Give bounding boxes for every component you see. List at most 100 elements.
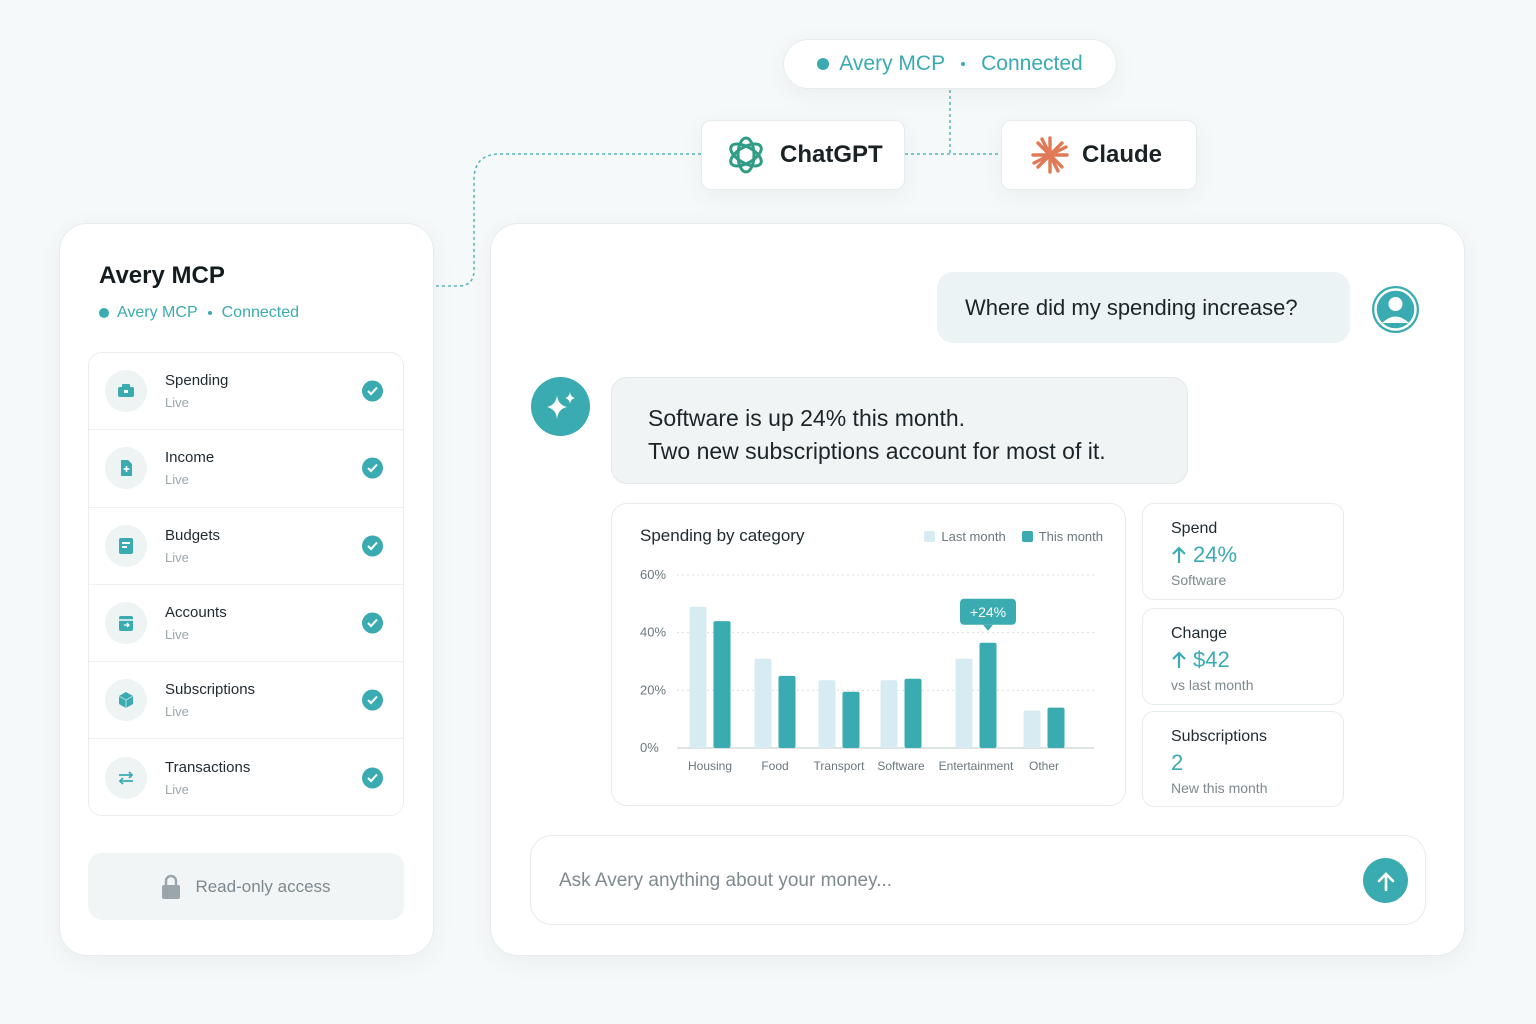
lock-icon xyxy=(162,874,181,899)
y-tick-label: 40% xyxy=(640,625,666,640)
sparkle-assistant-icon xyxy=(531,377,590,436)
check-icon xyxy=(362,457,383,479)
bar-this-month xyxy=(842,691,860,748)
stat-value: 24% xyxy=(1193,542,1238,567)
legend-swatch xyxy=(924,531,936,542)
source-label: Income xyxy=(165,449,215,467)
source-label: Subscriptions xyxy=(165,681,256,699)
send-button[interactable] xyxy=(1363,858,1408,903)
annotation-badge xyxy=(960,598,1016,625)
legend-swatch xyxy=(1021,531,1033,542)
bar-this-month xyxy=(778,675,796,748)
source-item-spending[interactable]: Spending Live xyxy=(89,353,403,431)
source-status: Live xyxy=(165,782,189,798)
user-avatar-icon xyxy=(1372,286,1419,333)
connection-status-pill: Avery MCP Connected xyxy=(783,39,1117,89)
source-label: Budgets xyxy=(165,526,221,544)
bar-this-month xyxy=(1047,707,1065,748)
stat-value-row: 2 xyxy=(1171,750,1343,776)
legend-item-last-month: Last month xyxy=(924,529,1006,544)
claude-client-card[interactable]: Claude xyxy=(1001,120,1197,190)
bar-last-month xyxy=(754,658,772,748)
source-item-transactions[interactable]: Transactions Live xyxy=(89,739,403,815)
y-tick-label: 0% xyxy=(640,740,659,755)
annotation-label: +24% xyxy=(970,604,1006,620)
budget-icon xyxy=(105,524,147,567)
connection-status: Connected xyxy=(981,52,1083,75)
assistant-message-line: Two new subscriptions account for most o… xyxy=(648,438,1106,464)
y-tick-label: 20% xyxy=(640,682,666,697)
data-source-list: Spending Live Income Live Budgets Live xyxy=(88,352,404,816)
source-item-budgets[interactable]: Budgets Live xyxy=(89,508,403,585)
bar-last-month xyxy=(955,658,973,748)
source-item-subscriptions[interactable]: Subscriptions Live xyxy=(89,662,403,740)
check-icon xyxy=(362,612,383,634)
x-tick-label: Housing xyxy=(688,759,732,773)
check-icon xyxy=(362,767,383,789)
chart-legend: Last month This month xyxy=(924,529,1103,544)
source-label: Spending xyxy=(165,372,229,390)
read-only-access-badge: Read-only access xyxy=(88,853,404,920)
message-composer xyxy=(530,835,1426,925)
x-tick-label: Entertainment xyxy=(939,759,1014,773)
stat-label: Subscriptions xyxy=(1171,728,1268,745)
bar-this-month xyxy=(904,678,922,748)
ask-input[interactable] xyxy=(559,861,1339,901)
stat-label: Change xyxy=(1171,625,1228,642)
assistant-message-line: Software is up 24% this month. xyxy=(648,405,966,431)
subscriptions-box-icon xyxy=(105,679,147,722)
chatgpt-client-card[interactable]: ChatGPT xyxy=(701,120,905,190)
stat-value-row: 24% xyxy=(1171,542,1343,568)
check-icon xyxy=(362,380,383,402)
accounts-icon xyxy=(105,602,147,645)
separator-dot-icon xyxy=(207,311,212,315)
stat-label: Spend xyxy=(1171,520,1218,537)
stat-sub: New this month xyxy=(1171,780,1268,796)
legend-label: This month xyxy=(1038,529,1103,544)
annotation-pointer xyxy=(983,624,993,631)
bar-this-month xyxy=(713,621,731,748)
arrow-up-icon xyxy=(1377,871,1394,891)
legend-item-this-month: This month xyxy=(1021,529,1103,544)
legend-label: Last month xyxy=(941,529,1006,544)
panel-connection-status: Avery MCP Connected xyxy=(99,304,299,322)
connection-name: Avery MCP xyxy=(839,52,946,75)
check-icon xyxy=(362,535,383,557)
user-message-text: Where did my spending increase? xyxy=(965,294,1298,320)
chatgpt-logo-icon xyxy=(729,136,763,174)
source-status: Live xyxy=(165,549,189,565)
source-item-accounts[interactable]: Accounts Live xyxy=(89,585,403,663)
arrow-up-icon xyxy=(1172,546,1186,563)
bar-last-month xyxy=(818,680,836,748)
status-text: Connected xyxy=(221,304,299,321)
user-message-bubble: Where did my spending increase? xyxy=(937,272,1350,343)
separator-dot-icon xyxy=(961,62,966,66)
claude-label: Claude xyxy=(1082,141,1163,168)
bar-this-month xyxy=(979,642,997,748)
spending-chart-card: 0% 20% 40% 60% Housing Food Transport Software E… xyxy=(611,503,1126,806)
x-tick-label: Transport xyxy=(814,759,866,773)
stat-sub: Software xyxy=(1171,572,1227,588)
arrow-up-icon xyxy=(1172,651,1186,668)
source-status: Live xyxy=(165,704,189,720)
bar-last-month xyxy=(880,680,898,748)
panel-title: Avery MCP xyxy=(99,262,225,289)
connected-dot-icon xyxy=(99,308,109,318)
stat-value-row: $42 xyxy=(1171,647,1343,673)
connected-dot-icon xyxy=(817,58,830,70)
source-status: Live xyxy=(165,472,189,488)
chart-title: Spending by category xyxy=(640,526,805,545)
check-icon xyxy=(362,689,383,711)
bar-last-month xyxy=(1023,710,1041,748)
source-label: Accounts xyxy=(165,604,227,622)
wallet-icon xyxy=(105,370,147,413)
stat-card-spend: Spend 24% Software xyxy=(1142,503,1344,600)
stat-value: 2 xyxy=(1171,750,1184,775)
x-tick-label: Food xyxy=(761,759,788,773)
source-item-income[interactable]: Income Live xyxy=(89,430,403,508)
source-status: Live xyxy=(165,395,189,411)
stat-card-subscriptions: Subscriptions 2 New this month xyxy=(1142,711,1344,807)
chat-panel: Where did my spending increase? Software… xyxy=(490,223,1465,956)
stat-card-change: Change $42 vs last month xyxy=(1142,608,1344,705)
source-status: Live xyxy=(165,627,189,643)
